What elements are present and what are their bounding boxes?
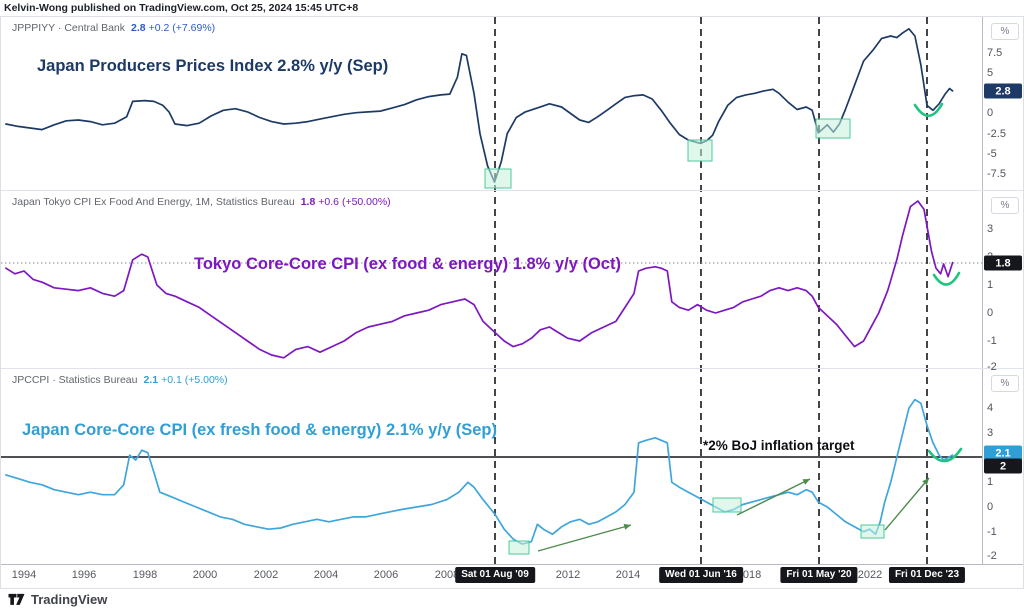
axis-tick: 0 — [987, 307, 994, 319]
tradingview-logo[interactable]: TradingView — [7, 591, 107, 607]
panel-tokyo-cpi[interactable]: Japan Tokyo CPI Ex Food And Energy, 1M, … — [1, 191, 1023, 373]
panel-title-core-cpi: Japan Core-Core CPI (ex fresh food & ene… — [22, 421, 497, 439]
axis-tick: 0 — [987, 107, 994, 119]
highlight-box — [815, 118, 851, 139]
series-line-jpccpi — [5, 398, 954, 545]
legend-row[interactable]: Japan Tokyo CPI Ex Food And Energy, 1M, … — [12, 196, 391, 208]
swoosh-annotation — [932, 271, 961, 286]
price-axis-border — [982, 191, 983, 368]
axis-tick: 1 — [987, 279, 994, 291]
legend-row[interactable]: JPCCPI · Statistics Bureau 2.1 +0.1 (+5.00… — [12, 374, 228, 386]
highlight-box — [508, 540, 530, 555]
boj-target-annotation: *2% BoJ inflation target — [703, 438, 855, 453]
axis-tick: -2 — [987, 550, 997, 562]
axis-tick: 3 — [987, 427, 994, 439]
legend-symbol[interactable]: JPPPIYY · Central Bank — [12, 22, 126, 34]
chart-widget: JPPPIYY · Central Bank 2.8 +0.2 (+7.69%) J… — [0, 16, 1024, 589]
axis-tick: 7.5 — [987, 47, 1003, 59]
date-label: Fri 01 Dec '23 — [888, 567, 966, 583]
swoosh-annotation — [927, 447, 963, 463]
panel-producer-prices[interactable]: JPPPIYY · Central Bank 2.8 +0.2 (+7.69%) J… — [1, 17, 1023, 191]
trend-arrow-head — [623, 523, 631, 530]
series-line-jpppiyy — [5, 27, 954, 183]
year-label: 2014 — [615, 569, 641, 581]
price-axis-border — [982, 369, 983, 564]
trend-arrow-head — [802, 479, 810, 485]
price-label: 2.1 — [984, 445, 1022, 461]
highlight-box — [712, 497, 742, 513]
year-label: 2018 — [736, 569, 762, 581]
legend-symbol[interactable]: JPCCPI · Statistics Bureau — [12, 374, 138, 386]
date-label: Wed 01 Jun '16 — [659, 567, 743, 583]
year-label: 1996 — [71, 569, 97, 581]
core-cpi-plot-area[interactable] — [1, 369, 982, 564]
price-axis-unit-badge[interactable]: % — [991, 375, 1019, 392]
trend-arrow — [736, 478, 811, 516]
price-label: 2.8 — [984, 83, 1022, 99]
legend-change: +0.1 (+5.00%) — [161, 374, 228, 386]
axis-tick: -2 — [987, 361, 997, 373]
legend-change: +0.2 (+7.69%) — [148, 22, 216, 34]
year-label: 2002 — [253, 569, 279, 581]
swoosh-annotation — [913, 102, 944, 118]
year-label: 2006 — [373, 569, 399, 581]
year-label: 2000 — [192, 569, 218, 581]
axis-tick: 4 — [987, 402, 994, 414]
panel-title-ppi: Japan Producers Prices Index 2.8% y/y (S… — [37, 57, 389, 75]
price-axis-unit-badge[interactable]: % — [991, 197, 1019, 214]
tradingview-wordmark: TradingView — [31, 591, 108, 607]
year-label: 2012 — [555, 569, 581, 581]
price-axis-unit-badge[interactable]: % — [991, 23, 1019, 40]
legend-row[interactable]: JPPPIYY · Central Bank 2.8 +0.2 (+7.69%) — [12, 22, 215, 34]
price-label: 1.8 — [984, 255, 1022, 271]
trend-arrow-head — [922, 478, 929, 486]
price-label: 2 — [984, 458, 1022, 474]
axis-tick: -2.5 — [987, 128, 1006, 140]
axis-tick: 5 — [987, 67, 994, 79]
legend-last-value: 2.8 — [131, 22, 146, 34]
tradingview-mark-icon — [8, 593, 25, 605]
legend-change: +0.6 (+50.00%) — [318, 196, 391, 208]
date-label: Fri 01 May '20 — [780, 567, 858, 583]
axis-tick: -5 — [987, 148, 997, 160]
trend-arrow — [537, 524, 632, 552]
tokyo-cpi-plot-area[interactable] — [1, 191, 982, 368]
date-label: Sat 01 Aug '09 — [455, 567, 535, 583]
ppi-plot-area[interactable] — [1, 17, 982, 190]
year-label: 2022 — [857, 569, 883, 581]
series-line-tokyo-core-core — [5, 200, 954, 359]
published-byline: Kelvin-Wong published on TradingView.com… — [4, 2, 359, 14]
highlight-box — [484, 168, 512, 189]
axis-tick: 1 — [987, 476, 994, 488]
axis-tick: 3 — [987, 223, 994, 235]
highlight-box — [687, 139, 713, 162]
trend-arrow — [884, 477, 930, 531]
highlight-box — [860, 524, 885, 539]
year-label: 2008 — [434, 569, 460, 581]
legend-symbol[interactable]: Japan Tokyo CPI Ex Food And Energy, 1M, … — [12, 196, 295, 208]
panel-title-tokyo-cpi: Tokyo Core-Core CPI (ex food & energy) 1… — [194, 255, 621, 273]
time-axis[interactable]: 1994 1996 1998 2000 2002 2004 2006 2008 2012 2014… — [1, 564, 1023, 586]
legend-last-value: 1.8 — [300, 196, 316, 208]
price-axis-border — [982, 17, 983, 190]
axis-tick: -7.5 — [987, 168, 1006, 180]
axis-tick: 0 — [987, 501, 994, 513]
legend-last-value: 2.1 — [143, 374, 159, 386]
axis-tick: -1 — [987, 526, 997, 538]
year-label: 2004 — [313, 569, 339, 581]
axis-tick: -1 — [987, 335, 997, 347]
year-label: 1994 — [11, 569, 37, 581]
year-label: 1998 — [132, 569, 158, 581]
panel-japan-core-cpi[interactable]: JPCCPI · Statistics Bureau 2.1 +0.1 (+5.00… — [1, 369, 1023, 564]
